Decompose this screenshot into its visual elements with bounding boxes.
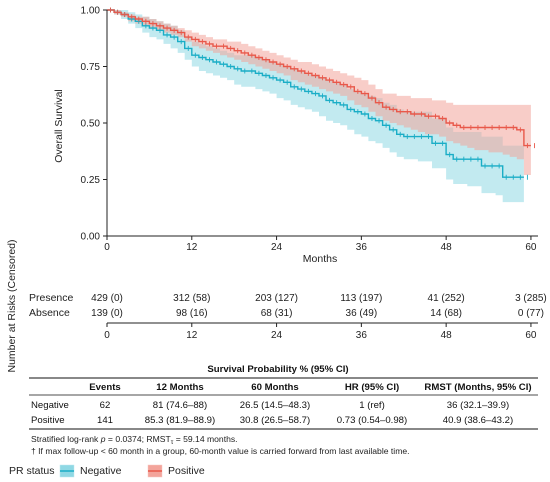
y-tick-label: 0.00 bbox=[81, 232, 101, 243]
y-tick-label: 0.50 bbox=[81, 119, 101, 130]
risk-table-title: Number at Risks (Censored) bbox=[6, 239, 18, 372]
x-tick-label: 36 bbox=[356, 242, 368, 253]
risk-row-label: Absence bbox=[29, 307, 70, 319]
x-tick-label: 12 bbox=[186, 242, 198, 253]
risk-table: Number at Risks (Censored) Presence 429 (… bbox=[6, 239, 547, 372]
survival-curve-negative bbox=[107, 9, 524, 178]
risk-cell: 113 (197) bbox=[340, 293, 382, 304]
risk-x-tick-label: 36 bbox=[356, 330, 368, 341]
risk-x-tick-label: 60 bbox=[525, 330, 537, 341]
summary-header: 60 Months bbox=[251, 382, 298, 393]
legend-item-positive: Positive bbox=[147, 464, 205, 478]
summary-cell: 81 (74.6–88) bbox=[153, 400, 207, 411]
legend-title: PR status bbox=[9, 465, 55, 477]
summary-cell: 62 bbox=[100, 400, 111, 411]
risk-table-rows: Presence 429 (0) 312 (58) 203 (127) 113 (197… bbox=[29, 292, 547, 319]
ci-band-negative bbox=[107, 10, 524, 203]
survival-curve-positive bbox=[107, 9, 531, 147]
risk-row-label: Presence bbox=[29, 292, 74, 304]
y-tick-label: 0.25 bbox=[81, 175, 101, 186]
risk-cell: 41 (252) bbox=[428, 293, 465, 304]
y-tick-label: 0.75 bbox=[81, 62, 101, 73]
risk-x-tick-label: 24 bbox=[271, 330, 283, 341]
summary-cell: 141 bbox=[97, 415, 113, 426]
confidence-bands bbox=[107, 10, 531, 203]
km-plot: 0.00 0.25 0.50 0.75 1.00 0 12 24 36 48 60 Overall… bbox=[53, 6, 538, 265]
x-tick-label: 60 bbox=[525, 242, 537, 253]
risk-cell: 14 (68) bbox=[430, 308, 462, 319]
note-logrank: Stratified log-rank p = 0.0374; RMSTτ = … bbox=[31, 434, 238, 446]
x-axis-label: Months bbox=[303, 253, 337, 265]
summary-cell: 85.3 (81.9–88.9) bbox=[145, 415, 215, 426]
summary-header: 12 Months bbox=[156, 382, 203, 393]
risk-x-tick-label: 12 bbox=[186, 330, 198, 341]
risk-cell: 98 (16) bbox=[176, 308, 208, 319]
summary-cell: 30.8 (26.5–58.7) bbox=[240, 415, 310, 426]
note-carry-forward: † If max follow-up < 60 month in a group… bbox=[31, 446, 410, 456]
summary-cell: 36 (32.1–39.9) bbox=[447, 400, 509, 411]
summary-header: HR (95% CI) bbox=[345, 382, 399, 393]
y-axis-label: Overall Survival bbox=[53, 89, 65, 163]
survival-curves bbox=[107, 9, 531, 178]
summary-cell: Negative bbox=[31, 400, 69, 411]
summary-cell: 1 (ref) bbox=[359, 400, 385, 411]
legend: PR status Negative Positive bbox=[9, 464, 205, 478]
summary-table-title: Survival Probability % (95% CI) bbox=[207, 364, 348, 375]
legend-label-positive: Positive bbox=[168, 465, 205, 477]
summary-cells: Events 12 Months 60 Months HR (95% CI) RMST … bbox=[31, 382, 532, 426]
legend-item-negative: Negative bbox=[59, 464, 122, 478]
legend-label-negative: Negative bbox=[80, 465, 122, 477]
risk-x-tick-label: 48 bbox=[441, 330, 453, 341]
y-ticks: 0.00 0.25 0.50 0.75 1.00 bbox=[81, 6, 107, 243]
risk-cell: 139 (0) bbox=[91, 308, 123, 319]
risk-x-ticks: 0 12 24 36 48 60 bbox=[104, 323, 537, 341]
summary-cell: 40.9 (38.6–43.2) bbox=[443, 415, 513, 426]
y-tick-label: 1.00 bbox=[81, 6, 101, 17]
summary-cell: 26.5 (14.5–48.3) bbox=[240, 400, 310, 411]
risk-cell: 0 (77) bbox=[518, 308, 544, 319]
x-tick-label: 48 bbox=[441, 242, 453, 253]
summary-header: Events bbox=[89, 382, 120, 393]
x-tick-label: 0 bbox=[104, 242, 110, 253]
risk-cell: 68 (31) bbox=[261, 308, 293, 319]
summary-header: RMST (Months, 95% CI) bbox=[424, 382, 531, 393]
risk-cell: 36 (49) bbox=[346, 308, 378, 319]
risk-cell: 203 (127) bbox=[255, 293, 298, 304]
summary-cell: Positive bbox=[31, 415, 65, 426]
x-tick-label: 24 bbox=[271, 242, 283, 253]
summary-table: Survival Probability % (95% CI) Events 12… bbox=[29, 364, 538, 456]
summary-cell: 0.73 (0.54–0.98) bbox=[337, 415, 407, 426]
censor-marks bbox=[110, 7, 535, 180]
risk-cell: 429 (0) bbox=[91, 293, 123, 304]
risk-cell: 3 (285) bbox=[515, 293, 547, 304]
risk-x-tick-label: 0 bbox=[104, 330, 110, 341]
risk-cell: 312 (58) bbox=[173, 293, 210, 304]
x-ticks: 0 12 24 36 48 60 bbox=[104, 236, 537, 253]
